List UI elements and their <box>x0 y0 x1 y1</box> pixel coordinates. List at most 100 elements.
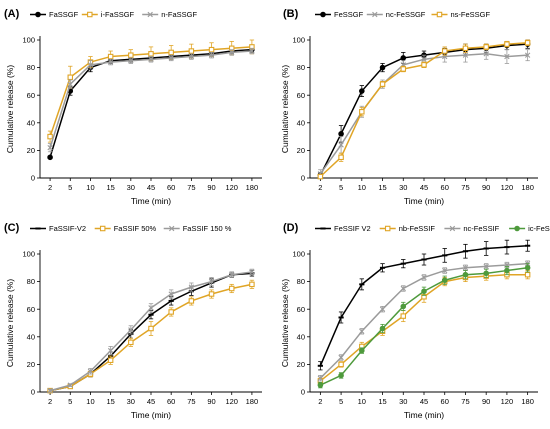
y-tick-label: 0 <box>31 174 35 183</box>
data-point <box>504 267 510 274</box>
marker-x-stroke <box>168 55 174 61</box>
data-point <box>504 41 510 47</box>
marker-x-stroke <box>317 375 324 381</box>
marker-x-stroke <box>338 354 344 361</box>
series-i-fassgf <box>47 39 255 143</box>
x-tick-label: 15 <box>106 397 114 406</box>
x-tick-label: 30 <box>127 183 135 192</box>
data-point <box>67 74 74 81</box>
x-tick-label: 90 <box>207 183 215 192</box>
data-point <box>229 272 235 278</box>
x-tick-label: 5 <box>68 183 72 192</box>
data-point <box>148 305 154 311</box>
y-tick-label: 20 <box>27 146 35 155</box>
legend-label: FaSSIF 150 % <box>183 224 232 233</box>
marker-x-stroke <box>188 284 195 290</box>
data-point <box>148 51 154 57</box>
legend-entry: nc-FeSSIF <box>444 224 500 233</box>
data-point <box>400 55 407 61</box>
y-tick-label: 80 <box>297 277 305 286</box>
x-tick-label: 30 <box>399 183 407 192</box>
marker-x-stroke <box>107 347 114 354</box>
marker-x-stroke <box>338 142 344 148</box>
data-point <box>148 56 154 63</box>
data-point <box>359 328 365 334</box>
data-point <box>462 45 469 52</box>
legend-swatch-marker <box>514 225 520 232</box>
marker-x-stroke <box>462 265 469 271</box>
y-tick-label: 0 <box>301 174 305 183</box>
legend-label: FeSSIF V2 <box>334 224 371 233</box>
legend-entry: nc-FeSSGF <box>366 10 426 19</box>
data-point <box>168 55 174 61</box>
y-tick-label: 40 <box>297 332 305 341</box>
data-point <box>359 88 365 94</box>
panel-label: (A) <box>4 8 20 20</box>
panel-label: (D) <box>283 222 299 234</box>
data-point <box>379 64 386 71</box>
legend-label: i-FaSSGF <box>101 10 135 19</box>
x-tick-label: 5 <box>68 397 72 406</box>
marker-x-stroke <box>229 272 235 278</box>
data-point <box>421 288 427 295</box>
legend-label: n-FaSSGF <box>161 10 197 19</box>
y-tick-label: 80 <box>27 277 35 286</box>
data-point <box>441 48 448 54</box>
data-point <box>359 109 365 115</box>
legend-label: ns-FeSSGF <box>451 10 491 19</box>
legend-label: FeSSGF <box>334 10 364 19</box>
marker-x-stroke <box>249 269 255 275</box>
data-point <box>317 382 324 388</box>
data-point <box>462 265 469 271</box>
legend-label: FaSSIF-V2 <box>49 224 86 233</box>
legend-label: nb-FeSSIF <box>399 224 436 233</box>
legend-entry: n-FaSSGF <box>142 10 197 19</box>
x-tick-label: 120 <box>501 397 514 406</box>
marker-x-stroke <box>107 59 114 65</box>
data-point <box>400 285 406 292</box>
legend-entry: FaSSIF-V2 <box>30 224 86 233</box>
marker-x-stroke <box>249 48 255 54</box>
legend-swatch-marker <box>449 225 456 232</box>
legend-label: nc-FeSSIF <box>463 224 499 233</box>
legend-label: nc-FeSSGF <box>386 10 426 19</box>
y-tick-label: 40 <box>27 332 35 341</box>
legend-entry: FeSSIF V2 <box>315 224 371 233</box>
data-point <box>188 298 195 304</box>
data-point <box>168 49 174 56</box>
series-line <box>49 50 252 148</box>
legend-swatch-marker <box>436 11 443 18</box>
data-point <box>128 52 134 58</box>
x-tick-label: 180 <box>521 397 534 406</box>
x-tick-label: 60 <box>441 397 449 406</box>
x-tick-label: 45 <box>147 397 155 406</box>
marker-x-stroke <box>359 328 365 334</box>
series-ns-fessgf <box>317 39 531 180</box>
y-tick-label: 40 <box>27 118 35 127</box>
x-tick-label: 2 <box>48 397 52 406</box>
legend-entry: ns-FeSSGF <box>431 10 491 19</box>
marker-x-stroke <box>188 53 195 60</box>
marker-x-stroke <box>462 52 469 58</box>
legend-swatch-marker <box>372 11 378 18</box>
y-tick-label: 60 <box>297 305 305 314</box>
x-tick-label: 60 <box>441 183 449 192</box>
data-point <box>208 52 215 58</box>
data-point <box>67 382 73 388</box>
x-tick-label: 15 <box>378 397 386 406</box>
data-point <box>421 62 427 68</box>
legend-label: FaSSIF 50% <box>114 224 157 233</box>
legend-entry: FeSSGF <box>315 10 364 19</box>
y-axis-title: Cumulative release (%) <box>280 65 290 154</box>
x-tick-label: 30 <box>127 397 135 406</box>
x-tick-label: 2 <box>48 183 52 192</box>
legend-swatch-marker <box>87 11 93 18</box>
legend-entry: FaSSIF 150 % <box>163 224 232 233</box>
x-tick-label: 15 <box>378 183 386 192</box>
data-point <box>524 265 531 271</box>
x-tick-label: 90 <box>482 183 490 192</box>
chart-panel: (C) 0 20 40 60 80 100 2 5 10 15 30 45 60 75 90 120 180 Tim… <box>4 222 262 420</box>
data-point <box>524 40 531 46</box>
x-tick-label: 5 <box>339 397 343 406</box>
